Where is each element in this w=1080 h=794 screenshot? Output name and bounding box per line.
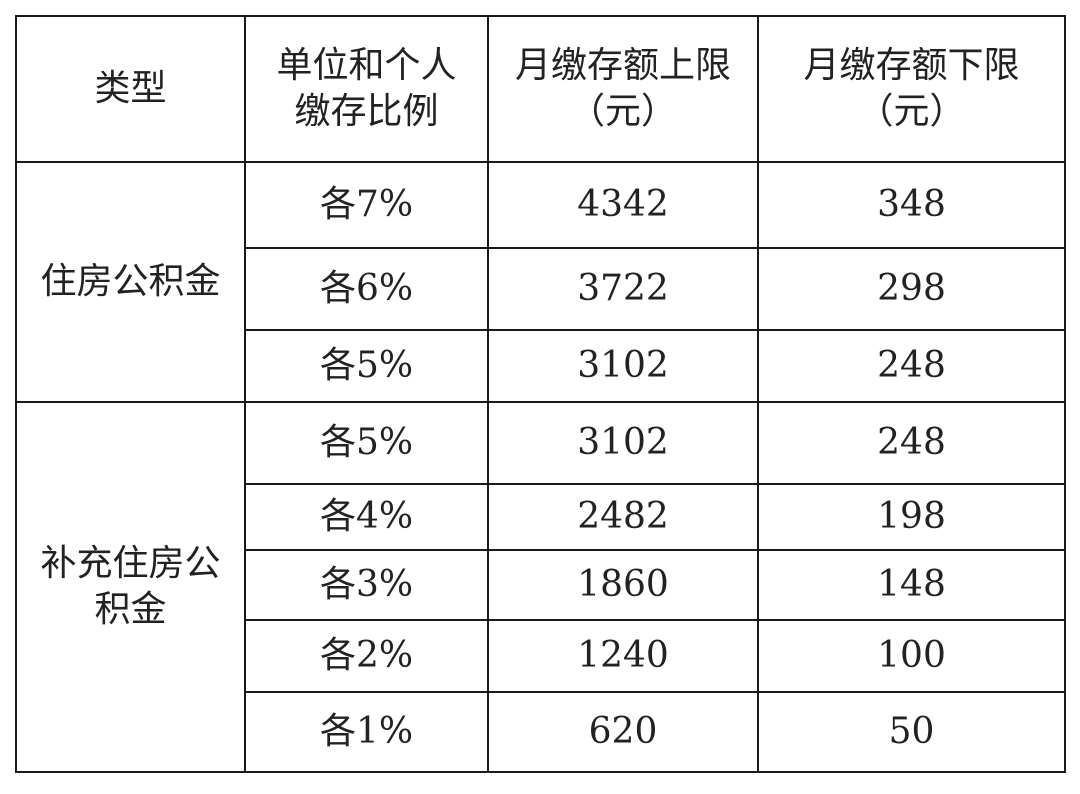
upper-cell: 4342 <box>487 161 759 249</box>
group-name-housing-fund: 住房公积金 <box>15 161 246 403</box>
table-row: 各4% 2482 198 <box>16 483 1066 551</box>
header-upper-line-1: 月缴存额上限 <box>514 45 731 86</box>
upper-cell: 2482 <box>487 483 759 551</box>
upper-cell: 1860 <box>487 549 759 621</box>
ratio-cell: 各3% <box>244 549 489 621</box>
lower-cell: 348 <box>757 161 1066 249</box>
table-row: 各5% 3102 248 <box>16 329 1066 403</box>
upper-cell: 1240 <box>487 619 759 693</box>
ratio-cell: 各4% <box>244 483 489 551</box>
contribution-table: 类型 单位和个人 缴存比例 月缴存额上限 （元） 月缴存额下限 （元） 住房公积… <box>15 15 1066 773</box>
group-name-line: 住房公积金 <box>40 261 221 302</box>
table-row: 补充住房公 积金 各5% 3102 248 <box>15 401 1066 773</box>
lower-cell: 198 <box>757 483 1066 551</box>
group-name-supplementary-housing-fund: 补充住房公 积金 <box>15 401 246 773</box>
group-name-line: 补充住房公 <box>40 543 221 584</box>
upper-cell: 620 <box>487 691 759 773</box>
lower-cell: 100 <box>757 619 1066 693</box>
header-upper-line-2: （元） <box>568 91 677 132</box>
header-ratio: 单位和个人 缴存比例 <box>244 15 489 163</box>
header-lower-line-1: 月缴存额下限 <box>803 45 1020 86</box>
table-row: 各1% 620 50 <box>16 691 1066 773</box>
lower-cell: 248 <box>757 401 1066 485</box>
upper-cell: 3722 <box>487 247 759 331</box>
header-lower: 月缴存额下限 （元） <box>757 15 1066 163</box>
header-ratio-line-1: 单位和个人 <box>276 45 457 86</box>
upper-cell: 3102 <box>487 329 759 403</box>
ratio-cell: 各1% <box>244 691 489 773</box>
header-ratio-line-2: 缴存比例 <box>294 91 439 132</box>
ratio-cell: 各6% <box>244 247 489 331</box>
lower-cell: 50 <box>757 691 1066 773</box>
table-row: 各3% 1860 148 <box>16 549 1066 621</box>
table-row: 各2% 1240 100 <box>16 619 1066 693</box>
lower-cell: 248 <box>757 329 1066 403</box>
ratio-cell: 各7% <box>244 161 489 249</box>
header-lower-line-2: （元） <box>857 91 966 132</box>
header-type: 类型 <box>15 15 246 163</box>
table-body: 住房公积金 各7% 4342 348 各6% 3722 298 各5% 3102… <box>15 161 1066 773</box>
header-type-label: 类型 <box>94 68 167 109</box>
ratio-cell: 各2% <box>244 619 489 693</box>
table-header: 类型 单位和个人 缴存比例 月缴存额上限 （元） 月缴存额下限 （元） <box>15 15 1066 163</box>
header-upper: 月缴存额上限 （元） <box>487 15 759 163</box>
lower-cell: 298 <box>757 247 1066 331</box>
upper-cell: 3102 <box>487 401 759 485</box>
table-row: 各6% 3722 298 <box>16 247 1066 331</box>
ratio-cell: 各5% <box>244 329 489 403</box>
table-row: 住房公积金 各7% 4342 348 <box>15 161 1066 403</box>
lower-cell: 148 <box>757 549 1066 621</box>
ratio-cell: 各5% <box>244 401 489 485</box>
header-row: 类型 单位和个人 缴存比例 月缴存额上限 （元） 月缴存额下限 （元） <box>15 15 1066 163</box>
group-name-line: 积金 <box>94 589 167 630</box>
